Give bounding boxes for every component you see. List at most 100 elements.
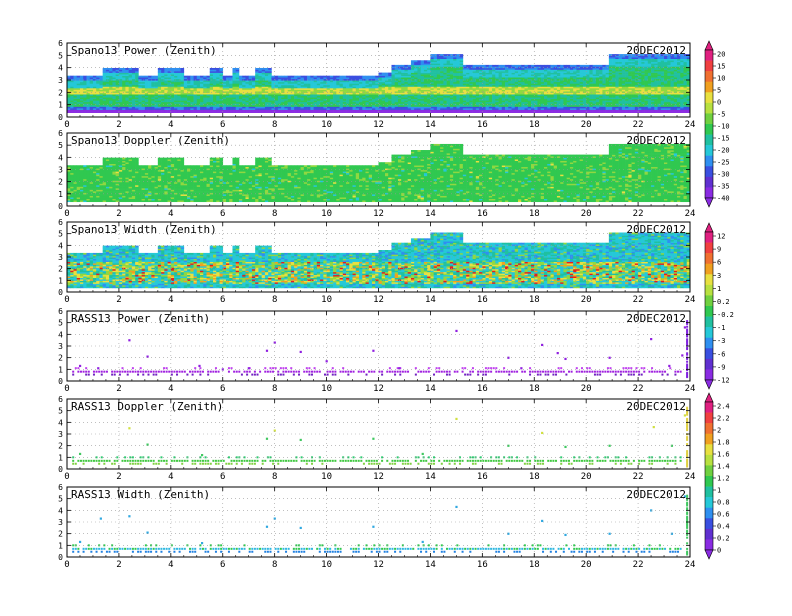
heatmap-cell	[375, 101, 379, 104]
heatmap-cell	[235, 108, 240, 110]
heatmap-cell	[381, 75, 386, 78]
heatmap-cell	[180, 72, 185, 75]
heatmap-cell	[76, 111, 81, 113]
heatmap-cell	[86, 108, 91, 110]
heatmap-cell	[76, 109, 81, 112]
heatmap-cell	[469, 111, 473, 113]
heatmap-cell	[303, 83, 308, 86]
heatmap-cell	[511, 84, 516, 87]
heatmap-cell	[537, 108, 542, 110]
heatmap-cell	[235, 109, 240, 112]
heatmap-cell	[200, 97, 204, 100]
heatmap-cell	[372, 100, 376, 103]
heatmap-cell	[475, 81, 480, 84]
heatmap-cell	[508, 66, 512, 69]
heatmap-cell	[268, 97, 272, 100]
heatmap-cell	[255, 92, 259, 95]
heatmap-cell	[514, 111, 519, 113]
heatmap-cell	[440, 95, 444, 98]
heatmap-cell	[479, 86, 483, 89]
heatmap-cell	[118, 84, 123, 87]
heatmap-cell	[443, 83, 447, 86]
heatmap-cell	[521, 88, 525, 90]
heatmap-cell	[336, 84, 340, 87]
heatmap-cell	[70, 75, 74, 78]
heatmap-cell	[427, 95, 431, 98]
heatmap-cell	[131, 95, 136, 98]
heatmap-cell	[99, 108, 103, 110]
heatmap-cell	[459, 66, 464, 69]
heatmap-cell	[281, 88, 285, 90]
heatmap-cell	[258, 74, 262, 76]
heatmap-cell	[242, 108, 246, 110]
heatmap-cell	[271, 80, 275, 83]
heatmap-cell	[170, 74, 175, 76]
heatmap-cell	[417, 111, 421, 113]
heatmap-cell	[115, 88, 120, 90]
heatmap-cell	[531, 69, 535, 72]
heatmap-cell	[287, 104, 292, 107]
heatmap-cell	[141, 111, 146, 113]
heatmap-cell	[109, 111, 113, 113]
heatmap-cell	[164, 91, 168, 93]
heatmap-cell	[245, 88, 249, 90]
heatmap-cell	[378, 94, 383, 97]
heatmap-cell	[378, 86, 383, 89]
heatmap-cell	[290, 81, 295, 84]
heatmap-cell	[479, 91, 483, 93]
heatmap-cell	[261, 92, 266, 95]
heatmap-cell	[514, 100, 519, 103]
heatmap-cell	[534, 95, 538, 98]
heatmap-cell	[115, 94, 120, 97]
heatmap-cell	[76, 88, 81, 90]
heatmap-cell	[151, 103, 155, 106]
heatmap-cell	[521, 66, 525, 69]
heatmap-cell	[436, 92, 441, 95]
heatmap-cell	[161, 106, 165, 109]
heatmap-cell	[378, 88, 383, 90]
heatmap-cell	[268, 71, 272, 73]
heatmap-cell	[316, 97, 321, 100]
heatmap-cell	[216, 78, 220, 81]
heatmap-cell	[284, 95, 288, 98]
heatmap-cell	[242, 88, 246, 90]
heatmap-cell	[164, 98, 168, 101]
heatmap-cell	[329, 111, 334, 113]
heatmap-cell	[372, 84, 376, 87]
heatmap-cell	[255, 97, 259, 100]
heatmap-cell	[472, 83, 477, 86]
heatmap-cell	[148, 103, 152, 106]
heatmap-cell	[466, 94, 470, 97]
heatmap-cell	[89, 92, 94, 95]
heatmap-cell	[277, 111, 282, 113]
heatmap-cell	[469, 100, 473, 103]
heatmap-cell	[394, 92, 399, 95]
heatmap-cell	[333, 92, 337, 95]
heatmap-cell	[287, 106, 292, 109]
heatmap-cell	[167, 74, 172, 76]
heatmap-cell	[401, 92, 405, 95]
heatmap-cell	[352, 103, 357, 106]
heatmap-cell	[264, 83, 269, 86]
heatmap-cell	[479, 108, 483, 110]
heatmap-cell	[216, 77, 220, 80]
heatmap-cell	[281, 98, 285, 101]
heatmap-cell	[508, 106, 512, 109]
heatmap-cell	[258, 109, 262, 112]
heatmap-cell	[495, 88, 499, 90]
heatmap-cell	[333, 109, 337, 112]
heatmap-cell	[112, 83, 116, 86]
heatmap-cell	[342, 77, 347, 80]
heatmap-cell	[258, 104, 262, 107]
heatmap-cell	[193, 98, 198, 101]
heatmap-cell	[206, 97, 211, 100]
heatmap-cell	[251, 88, 256, 90]
heatmap-cell	[313, 104, 318, 107]
heatmap-cell	[355, 83, 360, 86]
heatmap-cell	[540, 89, 545, 92]
heatmap-cell	[518, 86, 522, 89]
heatmap-cell	[485, 104, 490, 107]
heatmap-cell	[219, 89, 224, 92]
heatmap-cell	[177, 97, 181, 100]
heatmap-cell	[505, 89, 509, 92]
